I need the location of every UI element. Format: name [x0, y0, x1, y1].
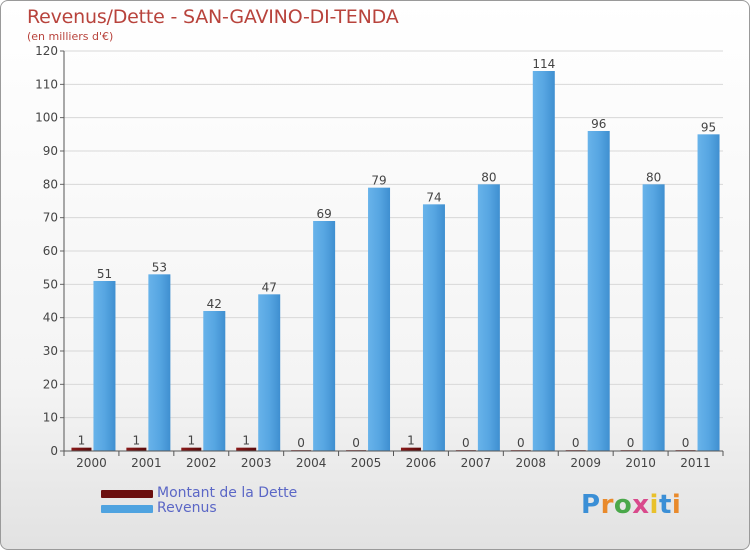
x-tick-label: 2007 [461, 456, 492, 470]
data-label-dette: 1 [187, 434, 195, 448]
y-axis: 0 10 20 30 40 50 60 70 80 90 100 110 120 [35, 44, 65, 458]
bar-revenus [477, 184, 500, 452]
bar-dette [400, 447, 421, 451]
bar-revenus [368, 187, 391, 451]
data-label-dette: 0 [627, 436, 635, 450]
data-label-dette: 0 [517, 436, 525, 450]
data-label-revenus: 53 [152, 260, 167, 274]
bar-revenus [258, 294, 281, 451]
logo-letter: P [581, 490, 601, 520]
data-label-revenus: 80 [646, 170, 661, 184]
logo-letter: t [658, 490, 672, 520]
y-tick-label: 60 [43, 244, 58, 258]
x-tick-label: 2001 [131, 456, 162, 470]
data-label-dette: 0 [352, 436, 360, 450]
data-label-dette: 0 [462, 436, 470, 450]
y-tick-label: 90 [43, 144, 58, 158]
bar-dette [71, 447, 92, 451]
data-label-revenus: 114 [532, 57, 555, 71]
data-label-dette: 0 [572, 436, 580, 450]
x-tick-label: 2000 [76, 456, 107, 470]
bar-revenus [93, 281, 116, 451]
legend-swatch-dette [101, 489, 153, 498]
data-label-dette: 1 [242, 434, 250, 448]
x-tick-label: 2008 [516, 456, 547, 470]
y-tick-label: 50 [43, 277, 58, 291]
x-tick-label: 2009 [570, 456, 601, 470]
data-label-revenus: 51 [97, 267, 112, 281]
bar-revenus [642, 184, 665, 452]
gridlines [64, 50, 723, 452]
bar-revenus [422, 204, 445, 451]
data-label-dette: 1 [133, 434, 141, 448]
logo-letter: x [632, 490, 650, 520]
data-label-dette: 1 [78, 434, 86, 448]
y-tick-label: 80 [43, 177, 58, 191]
legend-label-dette: Montant de la Dette [157, 485, 298, 501]
y-tick-label: 10 [43, 411, 58, 425]
legend-item-revenus: Revenus [101, 501, 297, 516]
y-tick-label: 30 [43, 344, 58, 358]
x-tick-label: 2002 [186, 456, 217, 470]
data-label-revenus: 74 [426, 190, 441, 204]
x-axis: 2000 2001 2002 2003 2004 2005 2006 2007 2008 2009… [63, 450, 724, 470]
data-label-dette: 0 [297, 436, 305, 450]
data-label-revenus: 42 [207, 297, 222, 311]
data-label-dette: 1 [407, 434, 415, 448]
bar-revenus [532, 71, 555, 451]
y-tick-label: 40 [43, 311, 58, 325]
legend-swatch-revenus [101, 504, 153, 513]
legend: Montant de la Dette Revenus [101, 486, 297, 516]
data-label-revenus: 79 [371, 174, 386, 188]
bar-dette [236, 447, 257, 451]
data-label-revenus: 80 [481, 170, 496, 184]
bar-revenus [697, 134, 720, 452]
data-label-revenus: 95 [701, 120, 716, 134]
logo-letter: o [613, 490, 633, 520]
bar-revenus [587, 131, 610, 451]
chart-title: Revenus/Dette - SAN-GAVINO-DI-TENDA [27, 6, 399, 28]
chart-subtitle: (en milliers d'€) [27, 30, 114, 43]
logo-letter: r [600, 490, 614, 520]
x-tick-label: 2005 [351, 456, 382, 470]
x-tick-label: 2011 [680, 456, 711, 470]
x-tick-label: 2006 [406, 456, 437, 470]
data-label-revenus: 69 [316, 207, 331, 221]
y-tick-label: 0 [50, 444, 58, 458]
bar-revenus [148, 274, 171, 451]
logo-letter: i [649, 490, 659, 520]
bars: 1 51 1 53 1 42 1 47 0 69 0 79 1 74 0 80 0 114 0 96 0 80 0 95 [71, 57, 720, 452]
x-tick-label: 2003 [241, 456, 272, 470]
proxiti-logo: Proxiti [581, 490, 681, 520]
bar-revenus [313, 221, 336, 451]
legend-item-dette: Montant de la Dette [101, 486, 297, 501]
bar-revenus [203, 311, 226, 451]
logo-letter: i [671, 490, 682, 520]
x-tick-label: 2010 [625, 456, 656, 470]
data-label-revenus: 47 [262, 280, 277, 294]
y-tick-label: 100 [35, 111, 58, 125]
bar-dette [181, 447, 202, 451]
bar-dette [126, 447, 147, 451]
data-label-revenus: 96 [591, 117, 606, 131]
y-tick-label: 20 [43, 377, 58, 391]
x-tick-label: 2004 [296, 456, 327, 470]
y-tick-label: 120 [35, 44, 58, 58]
legend-label-revenus: Revenus [157, 500, 217, 516]
data-label-dette: 0 [682, 436, 690, 450]
y-tick-label: 70 [43, 211, 58, 225]
y-tick-label: 110 [35, 77, 58, 91]
